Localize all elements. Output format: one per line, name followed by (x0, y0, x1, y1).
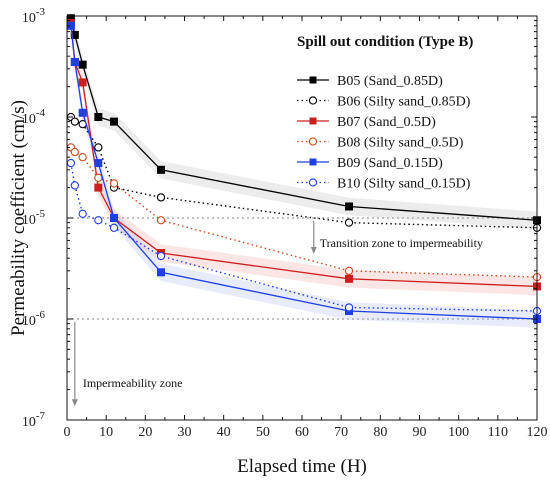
tick-labels: 0 10 20 30 40 50 60 70 80 90 100 110 120 10-3 10-4 10-5… (22, 6, 548, 440)
data-point-2 (78, 78, 87, 87)
annotation-text-0: Transition zone to impermeability (320, 236, 483, 250)
x-tick-label: 110 (488, 425, 508, 440)
x-tick-label: 90 (413, 425, 427, 440)
data-point-4 (157, 268, 165, 277)
legend-swatch-marker (309, 117, 317, 125)
legend-entry-label: B10 (Silty sand_0.15D) (337, 177, 471, 192)
data-point-5 (66, 158, 76, 168)
x-tick-label: 70 (334, 425, 348, 440)
data-point-0 (345, 202, 353, 211)
data-point-1 (94, 143, 103, 152)
data-point-4 (70, 58, 79, 67)
legend-entry-label: B09 (Sand_0.15D) (337, 156, 443, 171)
legend-swatch-marker (308, 178, 318, 187)
data-point-5 (94, 216, 103, 225)
series-line-5 (70, 162, 538, 312)
annotation-text-1: Impermeability zone (83, 376, 183, 390)
annotation-arrowhead-1 (71, 399, 78, 407)
reference-lines (67, 217, 537, 320)
data-point-0 (78, 60, 87, 69)
y-tick-label: 10-7 (22, 410, 46, 430)
data-point-3 (78, 153, 87, 162)
annotation-arrowhead-0 (310, 247, 317, 255)
y-tick-label: 10-6 (22, 309, 46, 329)
uncertainty-bands (70, 9, 538, 328)
legend-entry-label: B07 (Sand_0.5D) (337, 115, 436, 130)
band-0 (70, 9, 538, 229)
data-point-5 (344, 303, 354, 312)
y-tick-label: 10-3 (22, 6, 46, 26)
series-lines (66, 14, 542, 323)
y-tick-label: 10-4 (22, 107, 46, 127)
data-point-3 (94, 173, 103, 182)
data-point-0 (157, 165, 165, 174)
data-point-5 (156, 251, 166, 261)
series-line-1 (70, 116, 538, 229)
data-point-0 (94, 113, 103, 121)
legend: Spill out condition (Type B) B05 (Sand_0.… (297, 34, 473, 192)
data-point-3 (70, 147, 79, 157)
x-tick-label: 120 (527, 425, 548, 440)
data-point-5 (70, 181, 79, 190)
legend-entry-label: B06 (Silty sand_0.85D) (337, 95, 471, 110)
series-line-0 (70, 18, 538, 221)
data-point-4 (110, 214, 118, 222)
y-axis-title: Permeability coefficient (cm/s) (8, 100, 29, 336)
data-point-2 (94, 183, 103, 192)
legend-swatch-marker (308, 96, 318, 105)
legend-swatch-marker (309, 76, 317, 84)
x-tick-label: 80 (373, 425, 387, 440)
x-tick-label: 50 (256, 425, 270, 440)
series-line-4 (70, 25, 538, 320)
data-point-1 (70, 117, 79, 126)
x-tick-label: 60 (295, 425, 309, 440)
x-tick-label: 0 (64, 425, 71, 440)
x-tick-label: 10 (99, 425, 113, 440)
legend-entry-label: B05 (Sand_0.85D) (337, 74, 443, 89)
data-point-5 (109, 223, 119, 232)
data-point-4 (94, 159, 103, 168)
data-point-0 (110, 117, 118, 126)
legend-title: Spill out condition (Type B) (297, 34, 473, 50)
data-point-1 (344, 218, 354, 227)
legend-entry-label: B08 (Silty sand_0.5D) (337, 136, 464, 151)
legend-swatch-marker (309, 158, 317, 166)
x-tick-label: 20 (138, 425, 152, 440)
data-point-1 (156, 193, 166, 202)
axes (66, 15, 538, 421)
x-tick-label: 40 (217, 425, 231, 440)
legend-swatch-marker (308, 137, 318, 146)
annotations: Transition zone to impermeability Imperme… (71, 221, 483, 407)
x-tick-label: 100 (448, 425, 469, 440)
data-point-3 (156, 216, 166, 225)
x-axis-title: Elapsed time (H) (237, 456, 367, 477)
data-point-3 (109, 179, 119, 188)
x-tick-label: 30 (178, 425, 192, 440)
series-line-3 (70, 146, 538, 278)
data-point-5 (78, 209, 87, 218)
data-point-3 (344, 266, 354, 275)
data-point-2 (345, 274, 353, 283)
y-tick-label: 10-5 (22, 208, 46, 228)
data-point-4 (78, 108, 87, 117)
